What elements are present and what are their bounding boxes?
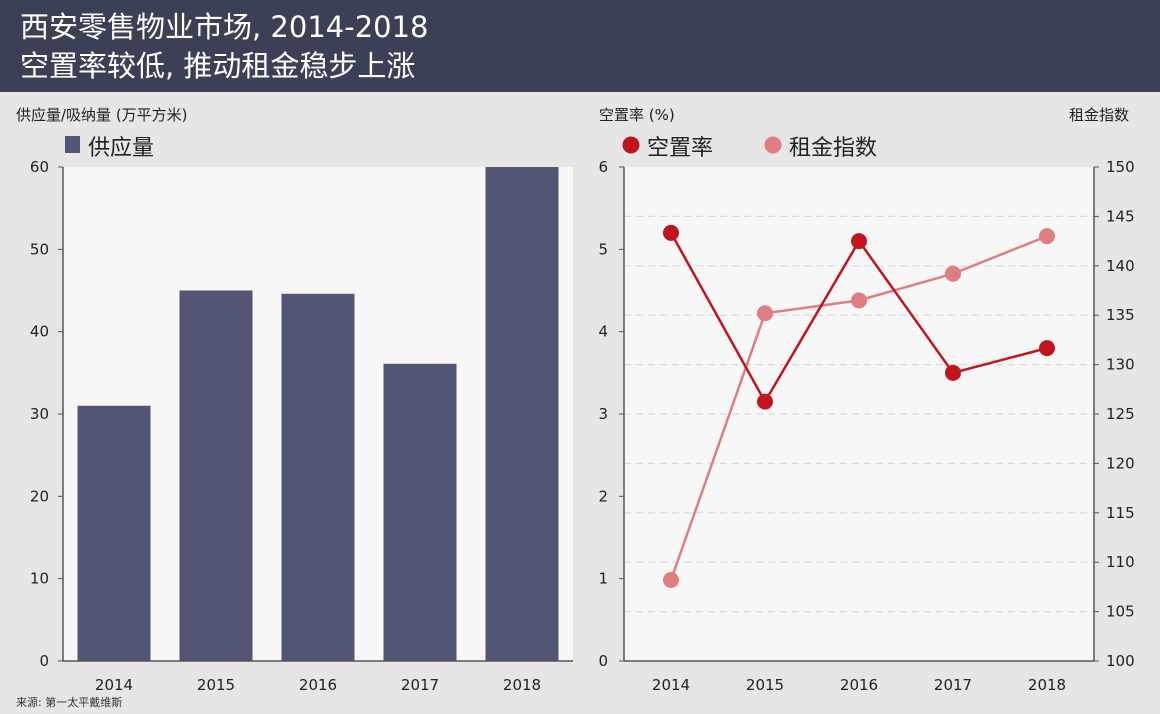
line-left-tick-label: 0 xyxy=(598,652,608,670)
line-right-tick-label: 145 xyxy=(1106,207,1135,225)
line-left-tick-label: 5 xyxy=(598,240,608,258)
bar-y-axis-title: 供应量/吸纳量 (万平方米) xyxy=(16,106,188,124)
legend-marker-rent-index xyxy=(764,136,782,154)
bar-y-tick-label: 20 xyxy=(30,487,49,505)
bar-y-tick-label: 50 xyxy=(30,240,49,258)
vacancy-point-2014 xyxy=(663,224,679,241)
line-x-tick-label: 2015 xyxy=(746,676,784,694)
vacancy-point-2015 xyxy=(757,393,773,410)
line-x-tick-label: 2018 xyxy=(1028,676,1066,694)
rent-index-point-2018 xyxy=(1039,228,1055,245)
bar-y-tick-label: 60 xyxy=(30,158,49,176)
line-left-tick-label: 4 xyxy=(598,323,608,341)
rent-index-point-2017 xyxy=(945,265,961,282)
bar-2015 xyxy=(179,290,253,661)
chart-title-line-2: 空置率较低, 推动租金稳步上涨 xyxy=(20,49,416,83)
line-right-tick-label: 115 xyxy=(1106,504,1135,522)
legend-marker-vacancy xyxy=(622,136,640,154)
legend-swatch-supply xyxy=(65,136,80,153)
line-right-tick-label: 110 xyxy=(1106,553,1135,571)
line-x-tick-label: 2014 xyxy=(652,676,690,694)
line-left-axis-title: 空置率 (%) xyxy=(599,106,675,124)
bar-x-tick-label: 2018 xyxy=(503,676,541,694)
line-right-tick-label: 150 xyxy=(1106,158,1135,176)
line-left-tick-label: 6 xyxy=(598,158,608,176)
legend-label-supply: 供应量 xyxy=(88,136,155,161)
line-right-tick-label: 140 xyxy=(1106,257,1135,275)
bar-x-tick-label: 2014 xyxy=(95,676,133,694)
line-left-tick-label: 3 xyxy=(598,405,608,423)
legend-label-vacancy: 空置率 xyxy=(647,136,714,161)
line-right-tick-label: 130 xyxy=(1106,356,1135,374)
source-note: 来源: 第一太平戴维斯 xyxy=(16,696,123,709)
line-x-tick-label: 2016 xyxy=(840,676,878,694)
line-right-tick-label: 120 xyxy=(1106,454,1135,472)
chart-title-line-1: 西安零售物业市场, 2014-2018 xyxy=(20,10,429,44)
bar-2017 xyxy=(383,363,457,661)
header-banner: 西安零售物业市场, 2014-2018 空置率较低, 推动租金稳步上涨 xyxy=(0,0,1160,92)
bar-y-tick-label: 0 xyxy=(39,652,49,670)
rent-index-point-2015 xyxy=(757,305,773,322)
bar-2018 xyxy=(485,167,559,661)
line-right-tick-label: 105 xyxy=(1106,603,1135,621)
bar-y-tick-label: 30 xyxy=(30,405,49,423)
line-right-tick-label: 135 xyxy=(1106,306,1135,324)
bar-2016 xyxy=(281,293,355,661)
line-right-tick-label: 100 xyxy=(1106,652,1135,670)
line-right-axis-title: 租金指数 xyxy=(1069,106,1130,124)
rent-index-point-2016 xyxy=(851,292,867,309)
bar-2014 xyxy=(77,405,151,661)
line-x-tick-label: 2017 xyxy=(934,676,972,694)
legend-label-rent-index: 租金指数 xyxy=(789,136,878,161)
vacancy-point-2016 xyxy=(851,233,867,250)
vacancy-point-2017 xyxy=(945,364,961,381)
bar-x-tick-label: 2016 xyxy=(299,676,337,694)
line-left-tick-label: 1 xyxy=(598,570,608,588)
vacancy-point-2018 xyxy=(1039,340,1055,357)
line-right-tick-label: 125 xyxy=(1106,405,1135,423)
rent-index-point-2014 xyxy=(663,571,679,588)
bar-x-tick-label: 2017 xyxy=(401,676,439,694)
bar-y-tick-label: 40 xyxy=(30,323,49,341)
bar-y-tick-label: 10 xyxy=(30,570,49,588)
bar-x-tick-label: 2015 xyxy=(197,676,235,694)
line-left-tick-label: 2 xyxy=(598,487,608,505)
